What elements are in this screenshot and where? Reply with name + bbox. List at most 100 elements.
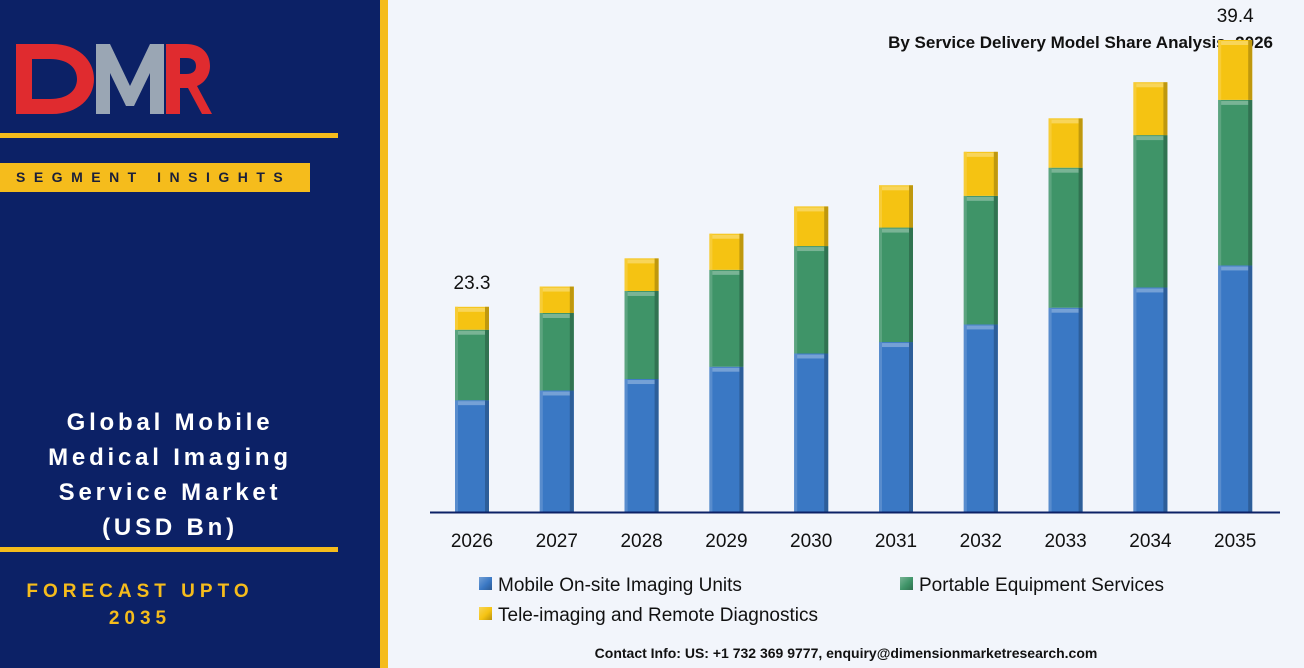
- bar-segment-mobile-on-site-imaging-units: [539, 390, 574, 512]
- bar-segment-bevel-right: [824, 206, 829, 247]
- bar-segment-mobile-on-site-imaging-units: [1218, 265, 1253, 512]
- bar-segment-bevel-right: [569, 286, 574, 313]
- bar-segment-bevel-top: [1135, 83, 1166, 88]
- x-tick-label: 2035: [1214, 531, 1256, 552]
- bar-segment-bevel-left: [963, 151, 967, 196]
- bar-segment-bevel-right: [1163, 135, 1168, 288]
- bar-segment-portable-equipment-services: [963, 195, 998, 325]
- bar-segment-tele-imaging-and-remote-diagnostics: [963, 151, 998, 196]
- legend-swatch: [900, 577, 913, 591]
- bar-segment-bevel-left: [794, 206, 798, 247]
- bar-segment-bevel-top: [1050, 168, 1081, 173]
- bar-segment-bevel-right: [1163, 287, 1168, 512]
- bar-segment-bevel-top: [965, 196, 996, 201]
- bar-segment-bevel-left: [1048, 118, 1052, 168]
- bar-segment-bevel-left: [1133, 82, 1137, 136]
- bar-segment-bevel-left: [539, 286, 543, 313]
- legend-label: Mobile On-site Imaging Units: [498, 575, 742, 596]
- bar-segment-bevel-right: [824, 353, 829, 512]
- bar-segment-bevel-top: [626, 259, 657, 264]
- bar-segment-bevel-right: [993, 195, 998, 325]
- forecast-line: FORECAST UPTO: [26, 581, 254, 602]
- x-tick-label: 2032: [960, 531, 1002, 552]
- bar-segment-bevel-left: [879, 227, 882, 343]
- bar-segment-bevel-right: [485, 400, 489, 512]
- bar-segment-portable-equipment-services: [624, 290, 659, 380]
- bar-segment-bevel-left: [963, 324, 967, 512]
- dmr-logo: [16, 44, 212, 114]
- bar-segment-bevel-left: [709, 366, 713, 512]
- bar-segment-mobile-on-site-imaging-units: [963, 324, 998, 512]
- bar-segment-bevel-right: [1078, 167, 1083, 308]
- bar-segment-bevel-top: [1050, 308, 1081, 313]
- bar-segment-bevel-top: [541, 391, 572, 396]
- bar-segment-bevel-left: [1133, 135, 1137, 288]
- bar-segment-bevel-top: [965, 152, 996, 157]
- bar-segment-bevel-left: [624, 379, 628, 512]
- bar-segment-bevel-top: [1220, 100, 1251, 105]
- bar-segment-portable-equipment-services: [794, 246, 829, 354]
- bar-segment-bevel-top: [796, 207, 827, 212]
- forecast-label: FORECAST UPTO 2035: [0, 578, 280, 632]
- bar-segment-bevel-left: [1133, 287, 1137, 512]
- bar-segment-tele-imaging-and-remote-diagnostics: [879, 185, 913, 228]
- bar-segment-mobile-on-site-imaging-units: [1133, 287, 1168, 512]
- bar-segment-bevel-right: [654, 290, 659, 380]
- bar-segment-bevel-left: [794, 246, 798, 354]
- bar-segment-bevel-right: [1078, 118, 1083, 168]
- market-title-line: Medical Imaging: [48, 444, 292, 471]
- legend-swatch: [479, 607, 492, 621]
- bar-segment-bevel-top: [1135, 136, 1166, 141]
- bar-segment-mobile-on-site-imaging-units: [879, 342, 913, 512]
- bar-segment-bevel-top: [796, 247, 827, 252]
- bar-segment-bevel-top: [541, 287, 572, 292]
- bar-segment-bevel-left: [709, 233, 713, 270]
- segment-insights-band: SEGMENT INSIGHTS: [0, 163, 310, 192]
- market-title-line: Service Market: [58, 479, 282, 506]
- bottom-accent-rule: [0, 547, 338, 552]
- bar-segment-bevel-right: [909, 227, 913, 343]
- bar-segment-bevel-right: [909, 185, 913, 228]
- legend-label: Tele-imaging and Remote Diagnostics: [498, 605, 818, 626]
- bar-segment-bevel-left: [624, 290, 628, 380]
- market-title-line: (USD Bn): [102, 514, 238, 541]
- bar-segment-bevel-right: [993, 324, 998, 512]
- bar-segment-bevel-left: [1218, 40, 1222, 100]
- bar-segment-bevel-right: [569, 312, 574, 391]
- bar-segment-mobile-on-site-imaging-units: [709, 366, 744, 512]
- bar-segment-portable-equipment-services: [709, 269, 744, 367]
- bar-segment-bevel-top: [711, 367, 742, 372]
- legend-swatch: [479, 577, 492, 591]
- bar-segment-mobile-on-site-imaging-units: [794, 353, 829, 512]
- bar-segment-tele-imaging-and-remote-diagnostics: [624, 258, 659, 291]
- bar-segment-portable-equipment-services: [1218, 99, 1253, 266]
- bar-segment-bevel-right: [485, 329, 489, 401]
- bar-segment-bevel-top: [796, 354, 827, 359]
- bar-segment-mobile-on-site-imaging-units: [455, 400, 489, 512]
- bar-segment-portable-equipment-services: [879, 227, 913, 343]
- bar-segment-bevel-top: [626, 291, 657, 296]
- bar-segment-bevel-left: [963, 195, 967, 325]
- left-panel: SEGMENT INSIGHTS Global Mobile Medical I…: [0, 0, 380, 668]
- bar-segment-bevel-right: [1248, 265, 1253, 512]
- x-tick-label: 2026: [451, 531, 493, 552]
- x-tick-label: 2028: [620, 531, 662, 552]
- bar-segment-mobile-on-site-imaging-units: [1048, 307, 1083, 512]
- legend-item-portable-equipment-services: Portable Equipment Services: [900, 575, 1164, 597]
- bar-segment-bevel-left: [455, 306, 458, 330]
- bar-segment-bevel-right: [739, 233, 744, 270]
- bar-segment-bevel-left: [1048, 307, 1052, 512]
- bar-segment-bevel-right: [739, 269, 744, 367]
- bar-segment-bevel-left: [539, 312, 543, 391]
- bar-segment-bevel-top: [711, 270, 742, 275]
- bar-segment-bevel-right: [654, 379, 659, 512]
- forecast-line: 2035: [108, 608, 172, 629]
- bar-segment-bevel-left: [455, 329, 458, 401]
- legend-item-tele-imaging-and-remote-diagnostics: Tele-imaging and Remote Diagnostics: [479, 605, 818, 627]
- bar-segment-bevel-top: [1220, 266, 1251, 271]
- bar-segment-tele-imaging-and-remote-diagnostics: [1218, 40, 1253, 100]
- bar-segment-tele-imaging-and-remote-diagnostics: [794, 206, 829, 247]
- x-tick-label: 2029: [705, 531, 747, 552]
- bar-segment-bevel-top: [881, 186, 911, 191]
- panel-divider: [380, 0, 388, 668]
